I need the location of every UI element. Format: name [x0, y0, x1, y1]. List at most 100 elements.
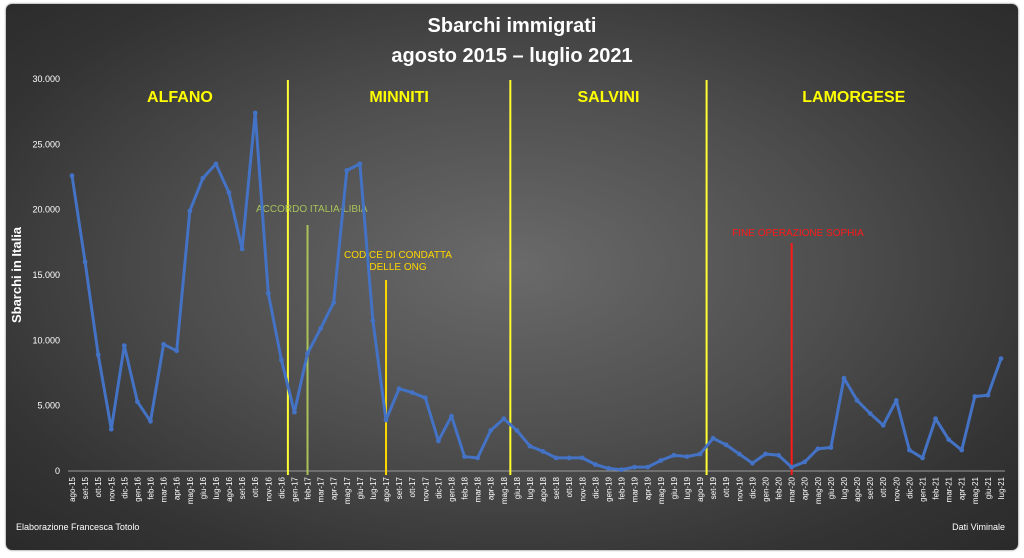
data-point — [907, 447, 912, 453]
data-point — [593, 462, 598, 467]
x-tick-label: gen-18 — [448, 476, 457, 501]
data-point — [854, 398, 860, 403]
data-point — [540, 449, 546, 454]
x-tick-label: feb-17 — [304, 476, 313, 499]
x-tick-label: mar-21 — [945, 476, 954, 502]
x-tick-label: lug-17 — [369, 476, 378, 499]
data-point — [265, 290, 271, 296]
footer-source: Dati Viminale — [952, 522, 1005, 532]
data-point — [95, 352, 101, 358]
x-tick-label: gen-19 — [605, 476, 614, 501]
data-point — [187, 208, 193, 214]
x-tick-label: mag-21 — [971, 476, 980, 504]
series-line — [70, 111, 1003, 472]
y-tick-label: 5.000 — [37, 401, 60, 411]
data-point — [815, 446, 821, 452]
period-label: ALFANO — [147, 89, 213, 106]
x-tick-label: ott-20 — [879, 476, 888, 497]
x-tick-label: feb-21 — [932, 476, 941, 499]
x-tick-label: giu-21 — [984, 476, 993, 499]
period-dividers — [286, 80, 708, 475]
x-tick-label: set-18 — [552, 476, 561, 499]
x-tick-label: set-19 — [709, 476, 718, 499]
data-point — [750, 460, 755, 466]
y-axis-label: Sbarchi in Italia — [9, 226, 24, 323]
x-tick-label: lug-21 — [997, 476, 1006, 499]
data-point — [789, 464, 794, 470]
data-point — [422, 395, 428, 401]
data-point — [933, 416, 938, 422]
x-tick-label: lug-16 — [212, 476, 221, 499]
data-point — [684, 454, 690, 459]
x-tick-label: giu-19 — [670, 476, 679, 499]
data-point — [108, 426, 114, 432]
x-tick-label: giu-18 — [513, 476, 522, 499]
x-tick-label: mag-18 — [500, 476, 509, 504]
x-tick-label: mar-19 — [631, 476, 640, 502]
x-tick-label: ott-19 — [722, 476, 731, 497]
data-point — [357, 161, 363, 167]
data-point — [802, 459, 808, 465]
x-tick-label: ott-18 — [565, 476, 574, 497]
x-tick-label: dic-18 — [591, 476, 600, 498]
x-axis: ago-15 set-15 ott-15 nov-15 dic-15 gen-16 feb-… — [68, 476, 1006, 504]
x-tick-label: gen-21 — [919, 476, 928, 501]
period-label: LAMORGESE — [802, 89, 905, 106]
period-label: SALVINI — [577, 89, 639, 106]
data-point — [736, 451, 742, 457]
annotation-label: DELLE ONG — [369, 262, 426, 273]
data-point — [527, 443, 533, 449]
period-labels: ALFANO MINNITI SALVINI LAMORGESE — [147, 89, 906, 106]
x-tick-label: giu-20 — [827, 476, 836, 499]
data-point — [318, 326, 323, 331]
x-tick-label: ott-15 — [94, 476, 103, 497]
data-point — [148, 418, 153, 424]
x-tick-label: apr-19 — [644, 476, 653, 500]
x-tick-label: apr-16 — [173, 476, 182, 500]
x-tick-label: mag-20 — [814, 476, 823, 504]
data-point — [409, 390, 415, 395]
data-point — [436, 438, 441, 444]
data-point — [710, 435, 716, 441]
data-point — [776, 452, 781, 458]
data-point — [841, 375, 847, 381]
x-tick-label: nov-16 — [264, 476, 273, 501]
data-point — [697, 451, 703, 457]
data-series — [69, 110, 1004, 473]
data-point — [579, 455, 585, 461]
x-tick-label: set-20 — [866, 476, 875, 499]
x-tick-label: feb-16 — [147, 476, 156, 499]
data-point — [383, 417, 389, 423]
data-point — [82, 259, 88, 265]
y-tick-label: 15.000 — [32, 270, 60, 280]
data-point — [396, 386, 402, 392]
x-tick-label: giu-17 — [356, 476, 365, 499]
chart-title-line-1: Sbarchi immigrati — [428, 15, 597, 37]
data-point — [606, 466, 611, 471]
data-point — [135, 399, 140, 405]
data-point — [174, 348, 180, 354]
data-point — [553, 455, 559, 461]
data-point — [462, 454, 467, 459]
x-tick-label: ago-16 — [225, 476, 234, 501]
data-point — [279, 357, 284, 363]
x-tick-label: ago-18 — [539, 476, 548, 501]
data-point — [946, 437, 952, 442]
data-point — [161, 341, 167, 347]
data-point — [619, 467, 624, 473]
data-point — [449, 413, 454, 419]
annotation-label: ACCORDO ITALIA-LIBIA — [256, 204, 368, 215]
chart-title-line-2: agosto 2015 – luglio 2021 — [391, 45, 632, 67]
x-tick-label: nov-20 — [892, 476, 901, 501]
x-tick-label: ago-15 — [68, 476, 77, 501]
x-tick-label: feb-19 — [618, 476, 627, 499]
data-point — [226, 190, 232, 196]
data-point — [658, 458, 664, 463]
data-point — [475, 455, 480, 461]
annotations: ACCORDO ITALIA-LIBIA CODICE DI CONDATTADE… — [256, 204, 864, 475]
y-tick-label: 25.000 — [32, 139, 60, 149]
line-chart: Sbarchi immigrati agosto 2015 – luglio 2… — [9, 15, 1006, 532]
data-point — [331, 300, 337, 305]
data-point — [893, 398, 899, 403]
data-point — [121, 343, 127, 348]
